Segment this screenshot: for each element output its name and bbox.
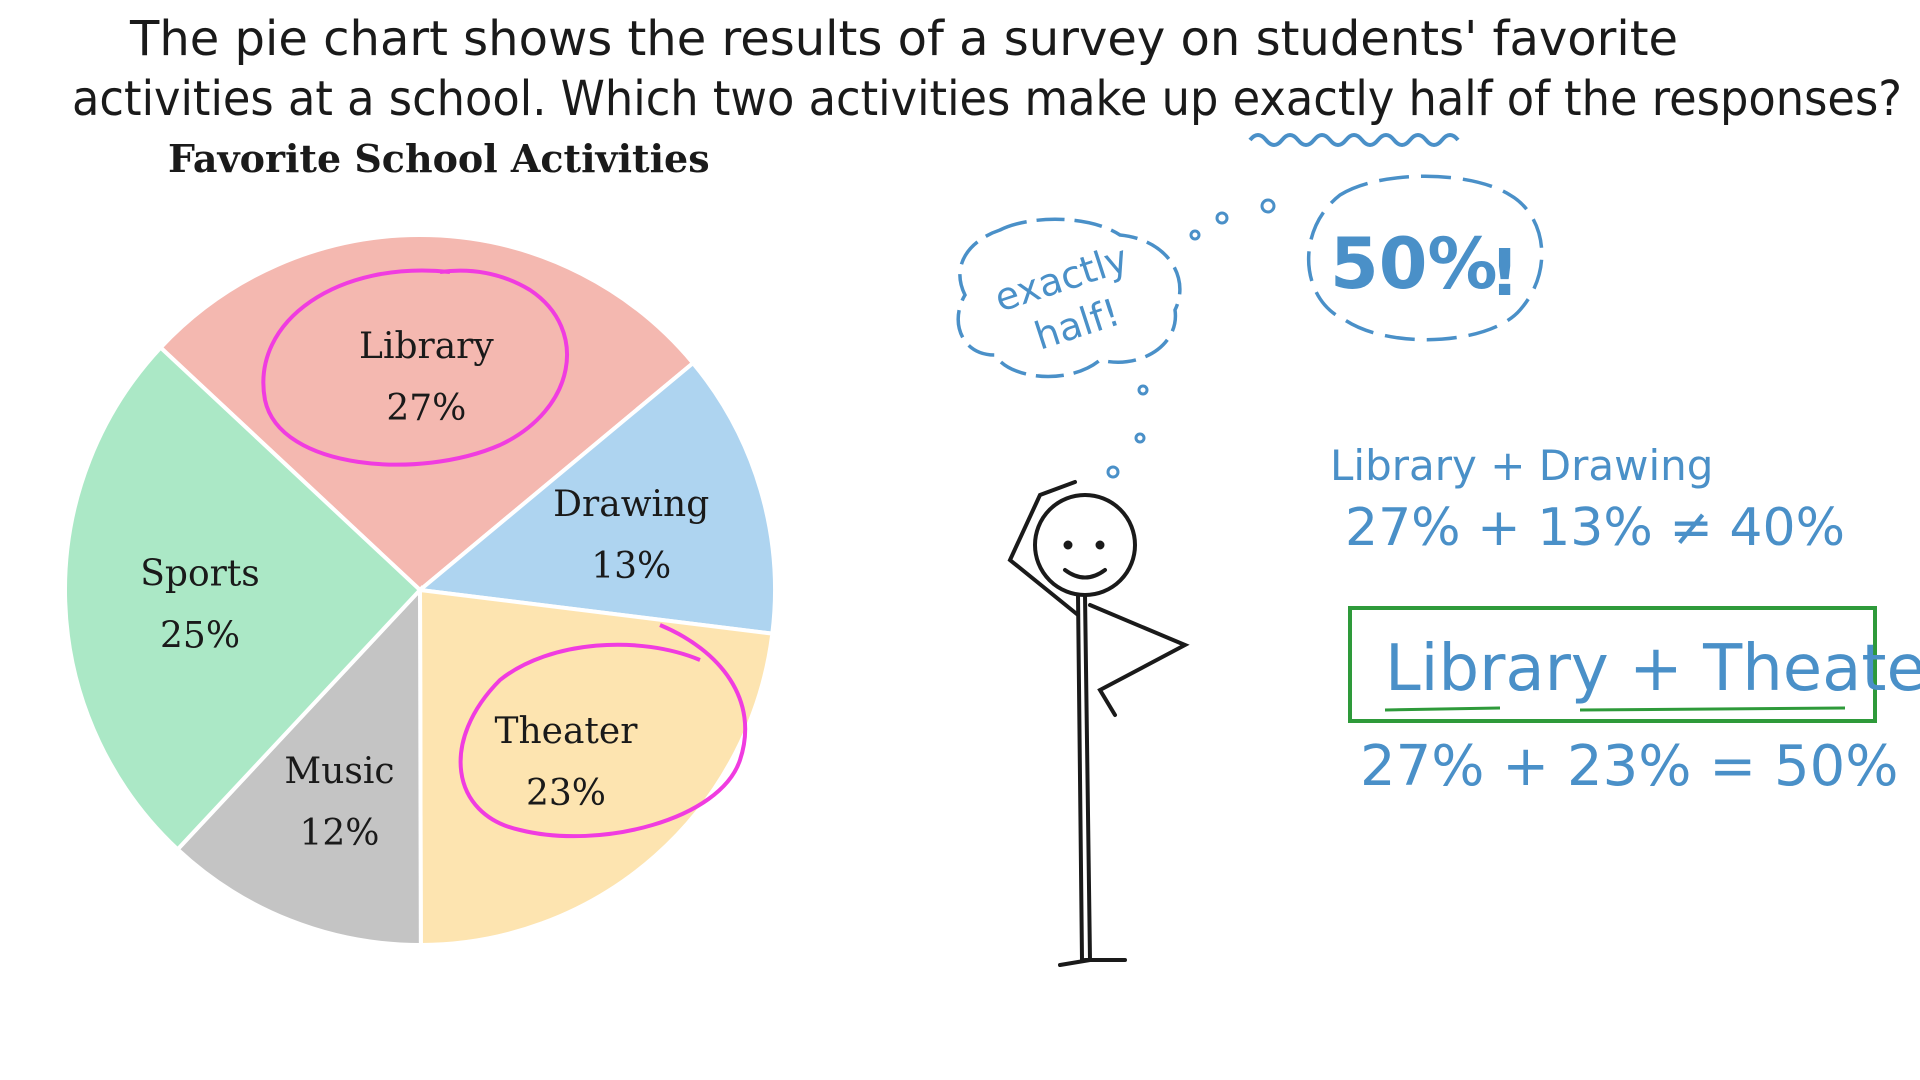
pie-slice-music [174, 584, 423, 947]
thought-bubble-left [956, 217, 1182, 379]
pie-label-drawing: Drawing [553, 484, 709, 525]
pie-label-music: Music [284, 751, 394, 792]
pie-label-library: Library [359, 326, 494, 367]
pie-value-sports: 25% [160, 615, 240, 656]
stick-figure [1007, 480, 1190, 967]
pie-value-theater: 23% [526, 773, 606, 814]
theater-circle-highlight [458, 623, 748, 839]
pie-label-sports: Sports [140, 553, 260, 594]
thought-bubble-right [1307, 174, 1544, 342]
pie-value-drawing: 13% [591, 546, 671, 587]
pie-value-library: 27% [386, 388, 466, 429]
pie-chart: Library 27% Drawing 13% Theater 23% Music 12% Sp… [63, 233, 777, 948]
attempt-1-equation: 27% + 13% ≠ 40% [1345, 498, 1845, 558]
answer-box [1348, 606, 1877, 723]
answer-underline-2 [1579, 706, 1846, 712]
library-circle-highlight [261, 268, 569, 467]
pie-slice-sports [63, 344, 423, 853]
thought-dots [1106, 198, 1276, 479]
pie-slice-drawing [415, 360, 777, 636]
answer-equation: 27% + 23% = 50% [1360, 734, 1898, 799]
question-line-1: The pie chart shows the results of a sur… [129, 11, 1678, 67]
pie-label-theater: Theater [494, 711, 638, 752]
chart-title: Favorite School Activities [168, 136, 710, 181]
question-line-2: activities at a school. Which two activi… [72, 71, 1902, 127]
thought-right-exclaim: ! [1490, 237, 1519, 311]
pie-value-music: 12% [299, 813, 379, 854]
answer-underline-1 [1384, 706, 1501, 712]
pie-slice-theater [417, 587, 775, 948]
exactly-half-squiggle [1248, 133, 1460, 147]
attempt-1-labels: Library + Drawing [1330, 441, 1713, 490]
thought-right-value: 50% [1330, 223, 1498, 305]
answer-box-text: Library + Theater [1385, 632, 1920, 706]
